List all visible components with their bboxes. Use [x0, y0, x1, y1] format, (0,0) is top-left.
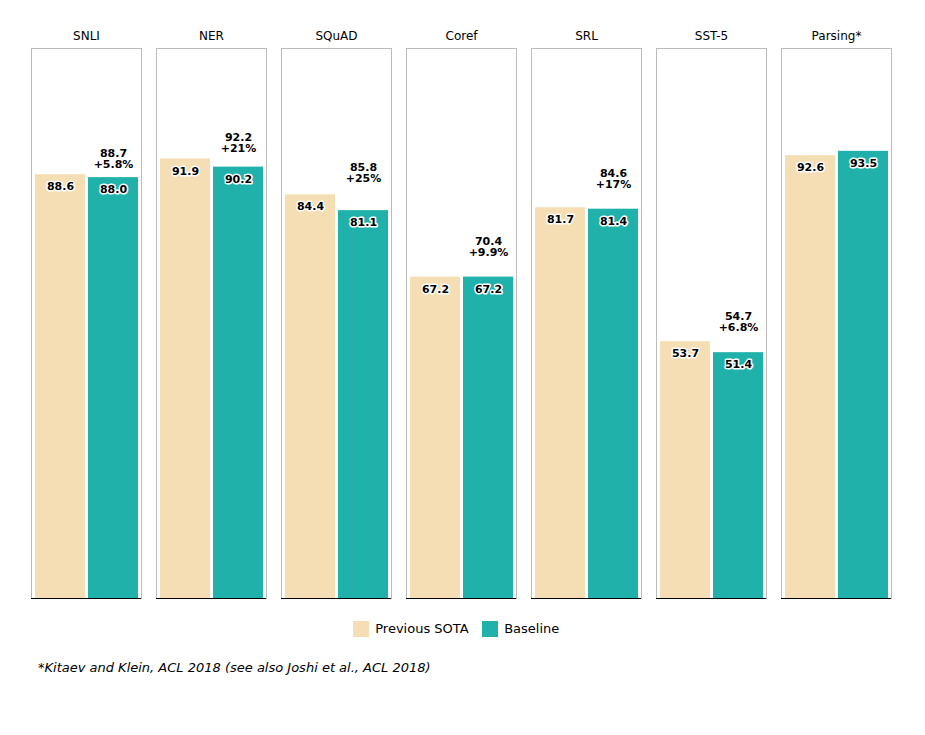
svg-text:53.7: 53.7 [672, 347, 699, 360]
svg-text:67.2: 67.2 [422, 283, 449, 296]
svg-text:81.7: 81.7 [547, 213, 574, 226]
svg-text:84.6+17%: 84.6+17% [596, 167, 632, 191]
svg-text:84.4: 84.4 [297, 200, 324, 213]
svg-text:SNLI: SNLI [73, 29, 100, 43]
svg-text:Coref: Coref [446, 29, 479, 43]
svg-text:70.4+9.9%: 70.4+9.9% [469, 235, 509, 259]
svg-text:92.6: 92.6 [797, 161, 824, 174]
svg-text:SRL: SRL [575, 29, 598, 43]
svg-text:51.4: 51.4 [725, 358, 752, 371]
svg-text:88.0: 88.0 [100, 183, 127, 196]
svg-text:54.7+6.8%: 54.7+6.8% [719, 310, 759, 334]
svg-text:67.2: 67.2 [475, 283, 502, 296]
svg-text:85.8+25%: 85.8+25% [346, 161, 382, 185]
svg-text:93.5: 93.5 [850, 157, 877, 170]
svg-text:Parsing*: Parsing* [812, 29, 862, 43]
html-text:*Kitaev and Klein, ACL 2018 (s: *Kitaev and Klein, ACL 2018 (see also Jo… [38, 659, 431, 675]
svg-text:91.9: 91.9 [172, 164, 199, 177]
svg-text:NER: NER [199, 29, 224, 43]
svg-text:88.7+5.8%: 88.7+5.8% [94, 147, 134, 171]
html-text:Previous SOTA: Previous SOTA [375, 621, 469, 636]
html-text:Baseline: Baseline [504, 621, 560, 636]
svg-text:SQuAD: SQuAD [315, 29, 357, 43]
svg-text:81.1: 81.1 [350, 216, 377, 229]
svg-text:SST-5: SST-5 [695, 29, 728, 43]
svg-text:81.4: 81.4 [600, 215, 627, 228]
svg-text:88.6: 88.6 [47, 180, 74, 193]
svg-text:90.2: 90.2 [225, 173, 252, 186]
svg-text:92.2+21%: 92.2+21% [221, 131, 257, 155]
